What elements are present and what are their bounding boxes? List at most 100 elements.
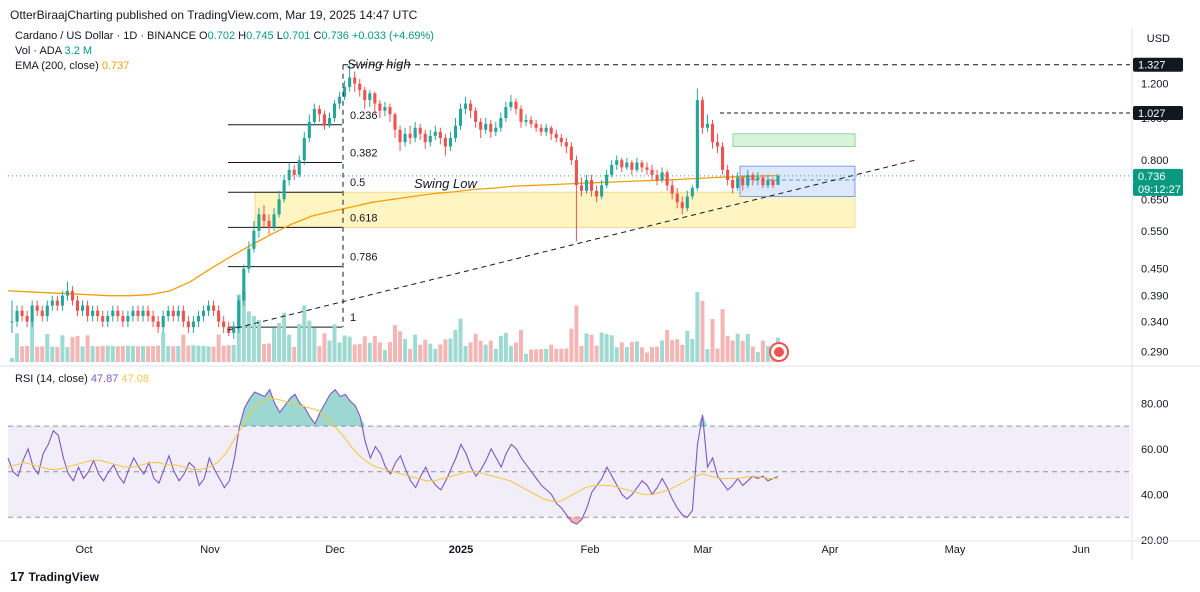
volume-bar — [518, 330, 523, 362]
candle-body — [625, 162, 629, 168]
volume-bar — [655, 346, 660, 362]
volume-bar — [473, 333, 478, 362]
volume-bar — [564, 348, 569, 362]
candle-body — [751, 174, 755, 181]
volume-bar — [65, 347, 70, 362]
volume-bar — [206, 346, 211, 362]
candle-body — [746, 174, 750, 186]
volume-bar — [715, 348, 720, 362]
candle-body — [81, 305, 85, 311]
volume-bar — [367, 342, 372, 362]
volume-bar — [750, 346, 755, 362]
candle-body — [731, 180, 735, 189]
volume-bar — [725, 335, 730, 362]
candle-body — [721, 146, 725, 170]
candle-body — [700, 100, 704, 128]
candle-body — [393, 114, 397, 130]
volume-bar — [115, 346, 120, 362]
ema-legend[interactable]: EMA (200, close) 0.737 — [15, 60, 129, 72]
candle-body — [504, 107, 508, 119]
volume-bar — [650, 346, 655, 362]
candle-body — [630, 162, 634, 170]
rsi-overbought-fill — [8, 389, 778, 427]
candle-body — [509, 101, 513, 108]
volume-bar — [730, 340, 735, 362]
candle-body — [579, 185, 584, 191]
rsi-legend[interactable]: RSI (14, close) 47.87 47.08 — [15, 373, 149, 385]
volume-bar — [393, 325, 397, 362]
volume-bar — [267, 343, 272, 362]
fib-level-label: 0.382 — [350, 148, 378, 160]
price-axis-badge — [1133, 181, 1183, 196]
volume-bar — [221, 345, 226, 362]
candle-body — [25, 316, 29, 322]
tradingview-logo[interactable]: 17 TradingView — [10, 569, 99, 584]
volume-bar — [670, 340, 675, 362]
volume-bar — [584, 333, 589, 362]
candle-body — [222, 321, 226, 328]
close-value: 0.736 — [321, 30, 349, 42]
volume-bar — [35, 346, 40, 362]
volume-bar — [508, 346, 513, 362]
candle-body — [549, 127, 553, 134]
candle-body — [600, 185, 604, 197]
volume-legend[interactable]: Vol · ADA 3.2 M — [15, 45, 92, 57]
candle-body — [146, 310, 150, 317]
volume-bar — [226, 345, 231, 362]
candle-body — [237, 300, 241, 328]
candle-body — [695, 100, 699, 189]
volume-bar — [312, 328, 317, 362]
candle-body — [660, 172, 664, 181]
time-tick-label: Oct — [75, 544, 92, 556]
ema-label: EMA (200, close) — [15, 60, 99, 72]
price-tick-label: 0.290 — [1141, 347, 1169, 359]
candle-body — [383, 107, 387, 111]
candle-body — [524, 119, 528, 122]
volume-bar — [105, 345, 110, 362]
price-axis-badge-label: 1.027 — [1138, 108, 1166, 120]
currency-label[interactable]: USD — [1146, 33, 1170, 45]
volume-bar — [246, 311, 251, 362]
rsi-label: RSI (14, close) — [15, 373, 88, 385]
volume-bar — [554, 348, 559, 362]
candle-body — [322, 114, 326, 126]
fib-level-label: 1 — [350, 312, 356, 324]
candle-body — [327, 118, 332, 126]
candle-body — [111, 310, 115, 317]
candle-body — [640, 162, 644, 168]
candle-body — [705, 123, 709, 128]
volume-bar — [216, 334, 221, 362]
candle-body — [287, 169, 291, 181]
candle-body — [388, 107, 392, 115]
rsi-line — [7, 388, 779, 525]
volume-bar — [251, 316, 256, 362]
volume-bar — [362, 336, 367, 362]
candle-body — [761, 177, 765, 186]
candle-body — [620, 160, 624, 168]
candle-body — [559, 137, 563, 143]
candle-body — [70, 290, 75, 301]
candle-body — [534, 123, 538, 128]
candle-body — [176, 310, 180, 317]
close-label: C — [313, 30, 322, 42]
tradingview-mark-icon: 17 — [10, 569, 25, 584]
candle-body — [363, 90, 367, 101]
candle-body — [398, 129, 402, 143]
candle-body — [191, 321, 195, 328]
ema-value: 0.737 — [101, 60, 130, 72]
time-tick-label: May — [945, 544, 966, 556]
candle-body — [297, 160, 301, 175]
volume-bar — [307, 320, 312, 362]
rsi-tick-label: 40.00 — [1141, 489, 1169, 501]
candle-body — [126, 316, 130, 322]
candle-body — [428, 135, 432, 143]
candle-body — [443, 137, 447, 147]
volume-bar — [181, 334, 186, 362]
candle-body — [479, 121, 483, 130]
volume-bar — [60, 335, 65, 362]
candle-body — [353, 77, 357, 84]
volume-bar — [166, 346, 171, 362]
symbol-name[interactable]: Cardano / US Dollar · 1D · BINANCE — [15, 30, 196, 42]
candle-body — [413, 127, 417, 138]
